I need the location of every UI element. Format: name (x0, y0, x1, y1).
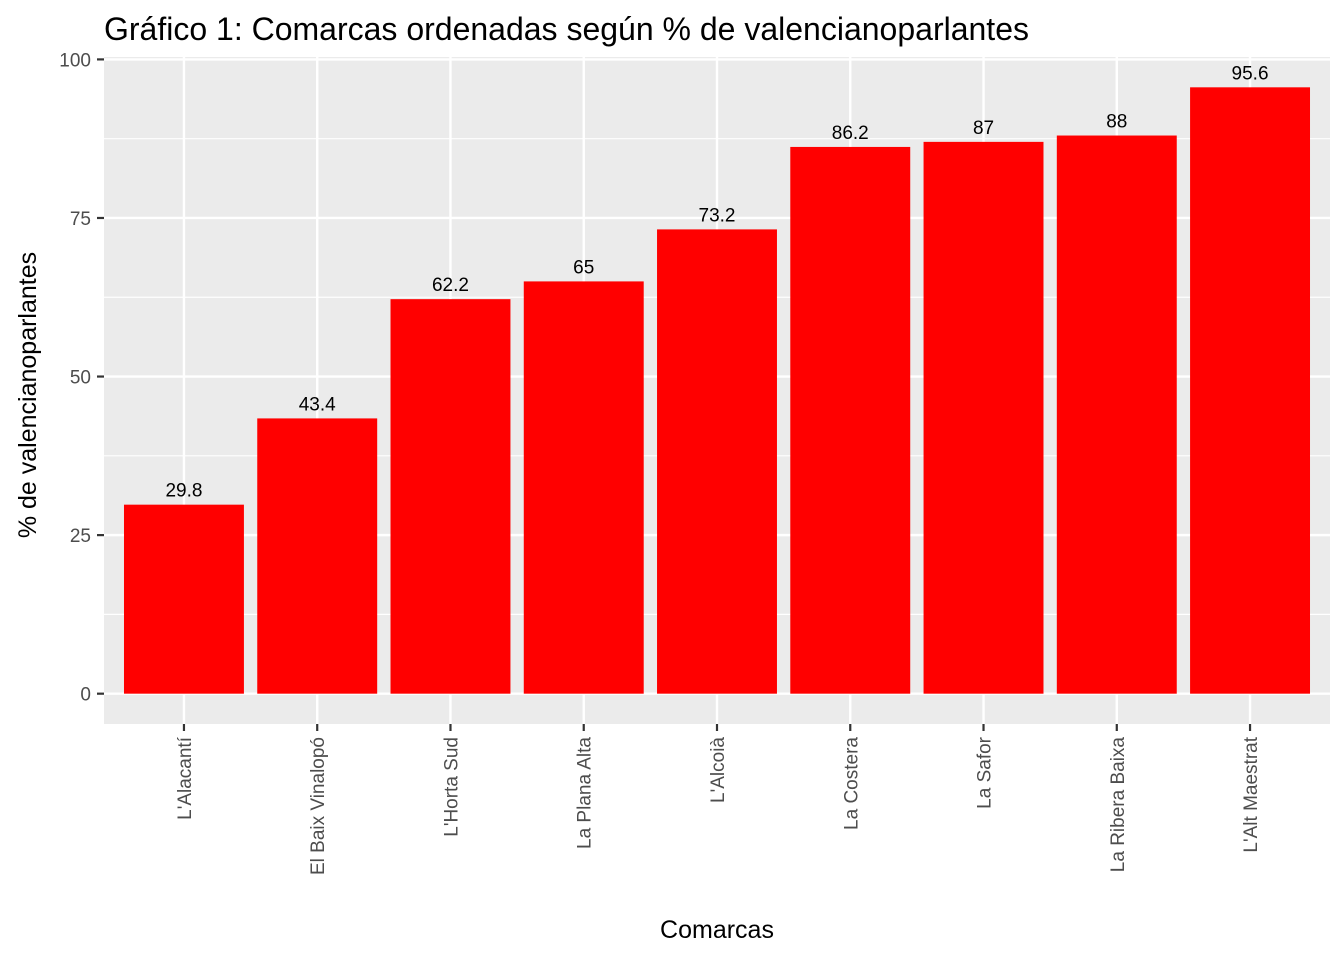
chart-title: Gráfico 1: Comarcas ordenadas según % de… (104, 11, 1029, 47)
x-axis: L'Alacantí El Baix Vinalopó L'Horta Sud La … (175, 724, 1262, 875)
data-label: 62.2 (432, 275, 469, 296)
x-tick-label: L'Alt Maestrat (1241, 736, 1262, 852)
y-axis-title: % de valencianoparlantes (14, 252, 42, 538)
bars (123, 87, 1311, 694)
x-tick-label: La Plana Alta (575, 737, 596, 849)
x-tick-label: La Safor (975, 736, 996, 808)
bar (123, 504, 244, 694)
y-axis: 0 25 50 75 100 (59, 50, 104, 706)
x-tick-label: La Ribera Baixa (1108, 737, 1129, 873)
x-axis-title: Comarcas (660, 916, 774, 944)
y-tick-label: 0 (80, 685, 91, 706)
bar (1190, 87, 1311, 694)
bar (257, 418, 378, 694)
x-tick-label: L'Alacantí (175, 736, 196, 820)
data-label: 73.2 (699, 205, 736, 226)
data-label: 95.6 (1232, 63, 1269, 84)
bar (790, 146, 911, 694)
data-label: 88 (1106, 112, 1127, 133)
data-labels: 29.8 43.4 62.2 65 73.2 86.2 87 88 95.6 (165, 63, 1268, 501)
y-tick-label: 75 (70, 209, 91, 230)
bar (923, 141, 1044, 694)
x-tick-label: La Costera (841, 737, 862, 830)
data-label: 29.8 (165, 481, 202, 502)
bar (523, 281, 644, 694)
data-label: 43.4 (299, 394, 336, 415)
data-label: 86.2 (832, 123, 869, 144)
bar (390, 299, 511, 694)
data-label: 65 (573, 257, 594, 278)
x-tick-label: L'Horta Sud (441, 737, 462, 837)
y-tick-label: 100 (59, 50, 91, 71)
bar (1056, 135, 1177, 694)
y-tick-label: 25 (70, 526, 91, 547)
bar (657, 229, 777, 694)
x-tick-label: L'Alcoià (708, 737, 729, 803)
y-tick-label: 50 (70, 368, 91, 389)
data-label: 87 (973, 118, 994, 139)
x-tick-label: El Baix Vinalopó (308, 737, 329, 875)
